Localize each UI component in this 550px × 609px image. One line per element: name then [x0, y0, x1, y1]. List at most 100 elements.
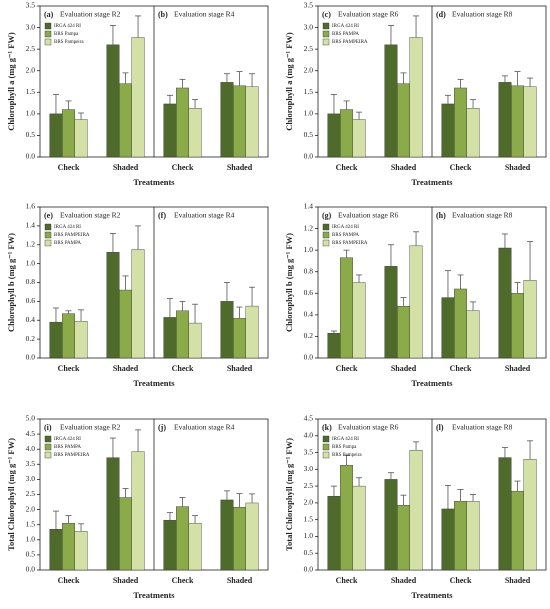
y-tick-label: 3.5	[304, 1, 314, 10]
x-tick-label: Check	[450, 576, 472, 585]
bar	[454, 288, 467, 359]
y-tick-label: 0.0	[26, 152, 36, 161]
y-tick-label: 2.5	[304, 44, 314, 53]
bar	[327, 332, 341, 359]
x-tick-label: Check	[336, 576, 358, 585]
bar	[352, 282, 366, 359]
y-tick-label: 0.2	[304, 331, 314, 340]
y-tick-label: 3.0	[26, 22, 36, 31]
panel-label: (g)	[322, 211, 332, 220]
x-tick-label: Check	[336, 364, 358, 373]
legend-swatch	[322, 30, 330, 38]
y-tick-label: 2.0	[304, 65, 314, 74]
bar	[409, 245, 423, 359]
bar	[131, 249, 145, 359]
panel-title: Evaluation stage R4	[174, 423, 235, 432]
bar	[163, 103, 177, 158]
legend-swatch	[322, 451, 330, 459]
bar	[441, 508, 455, 571]
y-tick-label: 1.0	[26, 535, 36, 544]
y-tick-label: 0.0	[26, 353, 36, 362]
panel-title: Evaluation stage R4	[174, 10, 235, 19]
x-tick-label: Check	[58, 576, 80, 585]
y-tick-label: 1.0	[304, 531, 314, 540]
y-axis-label: Chlorophyll b (mg g⁻¹ FW)	[284, 233, 294, 332]
y-tick-label: 0.0	[26, 565, 36, 574]
y-tick-label: 1.2	[26, 239, 36, 248]
bar	[498, 82, 512, 158]
panel-label: (a)	[44, 10, 54, 19]
legend-swatch	[322, 435, 330, 443]
bar	[384, 266, 398, 359]
x-axis-label: Treatments	[411, 590, 453, 600]
bar	[188, 108, 202, 158]
y-tick-label: 2.0	[26, 504, 36, 513]
y-tick-label: 0.6	[304, 288, 314, 297]
panel-label: (c)	[322, 10, 331, 19]
x-tick-label: Check	[450, 364, 472, 373]
panel-label: (i)	[44, 423, 52, 432]
legend-label: IRGA 424 RI	[332, 24, 359, 29]
bar	[163, 519, 177, 571]
bar	[49, 321, 63, 359]
y-tick-label: 3.0	[304, 464, 314, 473]
panel-label: (l)	[436, 423, 444, 432]
legend-label: BRS PAMPA	[332, 233, 359, 238]
bar	[397, 306, 410, 359]
panel-title: Evaluation stage R6	[338, 10, 399, 19]
y-tick-label: 0.5	[304, 548, 314, 557]
bar	[106, 457, 120, 571]
y-tick-label: 2.5	[26, 44, 36, 53]
panel-title: Evaluation stage R8	[452, 423, 513, 432]
bar	[409, 37, 423, 158]
legend-label: BRS Pampeira	[332, 453, 362, 458]
x-tick-label: Check	[172, 364, 194, 373]
y-tick-label: 1.0	[304, 109, 314, 118]
y-tick-label: 4.5	[26, 429, 36, 438]
panel-title: Evaluation stage R2	[60, 423, 121, 432]
bar	[340, 465, 353, 571]
bar	[466, 310, 480, 359]
legend-swatch	[44, 30, 52, 38]
legend-label: BRS PAMPEIRA	[332, 40, 368, 45]
panel-title: Evaluation stage R8	[452, 211, 513, 220]
legend-swatch	[322, 223, 330, 231]
y-tick-label: 1.5	[26, 87, 36, 96]
bar	[340, 257, 353, 359]
panel-title: Evaluation stage R2	[60, 10, 121, 19]
legend-label: IRGA 424 RI	[54, 437, 81, 442]
y-tick-label: 0.0	[304, 353, 314, 362]
bar	[188, 522, 202, 571]
y-tick-label: 2.5	[26, 489, 36, 498]
x-tick-label: Shaded	[391, 364, 417, 373]
y-axis-label: Total Chlorophyll (mg g⁻¹ FW)	[6, 438, 16, 551]
bar	[409, 450, 423, 571]
bar	[511, 85, 524, 158]
legend-swatch	[44, 231, 52, 239]
bar	[233, 506, 246, 571]
legend-label: IRGA 424 RI	[332, 437, 359, 442]
legend-label: BRS PAMPA	[54, 445, 81, 450]
bar	[466, 108, 480, 158]
x-axis-label: Treatments	[133, 378, 175, 388]
y-tick-label: 1.2	[304, 223, 314, 232]
y-axis-label: Chlorophyll a (mg g⁻¹ FW)	[6, 32, 16, 131]
bar	[441, 297, 455, 359]
bar	[74, 531, 88, 571]
legend-swatch	[44, 38, 52, 46]
legend-swatch	[322, 443, 330, 451]
y-tick-label: 4.5	[304, 414, 314, 423]
panel-label: (j)	[158, 423, 166, 432]
bar	[327, 113, 341, 158]
bar	[74, 320, 88, 359]
y-tick-label: 0.4	[26, 315, 36, 324]
bar	[454, 501, 467, 571]
panel-title: Evaluation stage R2	[60, 211, 121, 220]
bar	[498, 247, 512, 359]
bar	[245, 86, 259, 158]
y-axis-label: Total Chlorophyll (mg g⁻¹ FW)	[284, 438, 294, 551]
legend-label: BRS PAMPA	[54, 241, 81, 246]
y-tick-label: 0.0	[304, 152, 314, 161]
panel-title: Evaluation stage R6	[338, 211, 399, 220]
y-tick-label: 0.0	[304, 565, 314, 574]
